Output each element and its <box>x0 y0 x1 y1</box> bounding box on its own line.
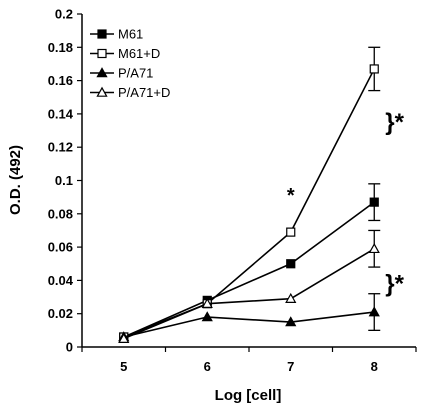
data-point <box>368 306 380 317</box>
legend-entry: P/A71 <box>90 66 153 81</box>
data-point <box>96 67 108 78</box>
legend-entry: P/A71+D <box>90 85 170 100</box>
series-line <box>123 248 375 340</box>
series-p-a71 <box>118 293 381 342</box>
y-tick-label: 0 <box>66 340 73 355</box>
data-point <box>286 259 296 269</box>
y-axis-label: O.D. (492) <box>7 145 24 215</box>
legend-label: M61 <box>118 27 143 42</box>
significance-marker: }* <box>385 109 404 136</box>
data-point <box>286 227 296 237</box>
y-tick-label: 0.16 <box>48 73 73 88</box>
x-axis-label: Log [cell] <box>215 387 282 404</box>
y-tick-label: 0.14 <box>48 106 74 121</box>
legend-label: P/A71 <box>118 66 153 81</box>
data-point <box>97 29 107 39</box>
axes: 0 0.02 0.04 0.06 0.08 0.1 0.12 0.14 0.16 0.18 0.2 5… <box>48 7 417 374</box>
series-p-a71-d <box>118 229 381 343</box>
y-tick-label: 0.06 <box>48 240 73 255</box>
significance-marker: }* <box>385 271 404 298</box>
data-point <box>201 297 213 308</box>
x-tick-label: 5 <box>120 359 127 374</box>
x-tick-label: 8 <box>371 359 378 374</box>
data-point <box>96 86 108 97</box>
series-line <box>123 311 375 338</box>
data-point <box>369 64 379 74</box>
series-layer <box>118 46 381 343</box>
annotations: * }* }* <box>287 109 405 298</box>
y-tick-label: 0.08 <box>48 206 73 221</box>
series-line <box>123 68 375 338</box>
y-tick-label: 0.18 <box>48 40 73 55</box>
data-point <box>201 311 213 322</box>
legend-entry: M61+D <box>90 46 160 61</box>
y-tick-label: 0.1 <box>55 173 73 188</box>
y-tick-label: 0.2 <box>55 7 73 22</box>
legend: M61 M61+D P/A71 P/A71+D <box>90 27 170 100</box>
data-point <box>285 292 297 303</box>
x-tick-label: 7 <box>287 359 294 374</box>
series-line <box>123 201 375 338</box>
significance-marker: * <box>287 185 295 207</box>
data-point <box>368 242 380 254</box>
data-point <box>285 316 297 327</box>
x-tick-label: 6 <box>204 359 211 374</box>
legend-label: M61+D <box>118 46 160 61</box>
data-point <box>97 48 107 59</box>
data-point <box>118 332 130 343</box>
data-point <box>369 197 379 207</box>
y-tick-label: 0.04 <box>48 273 74 288</box>
legend-entry: M61 <box>90 27 143 42</box>
y-tick-label: 0.12 <box>48 140 73 155</box>
y-tick-label: 0.02 <box>48 306 73 321</box>
legend-label: P/A71+D <box>118 85 170 100</box>
series-m61 <box>119 183 381 342</box>
